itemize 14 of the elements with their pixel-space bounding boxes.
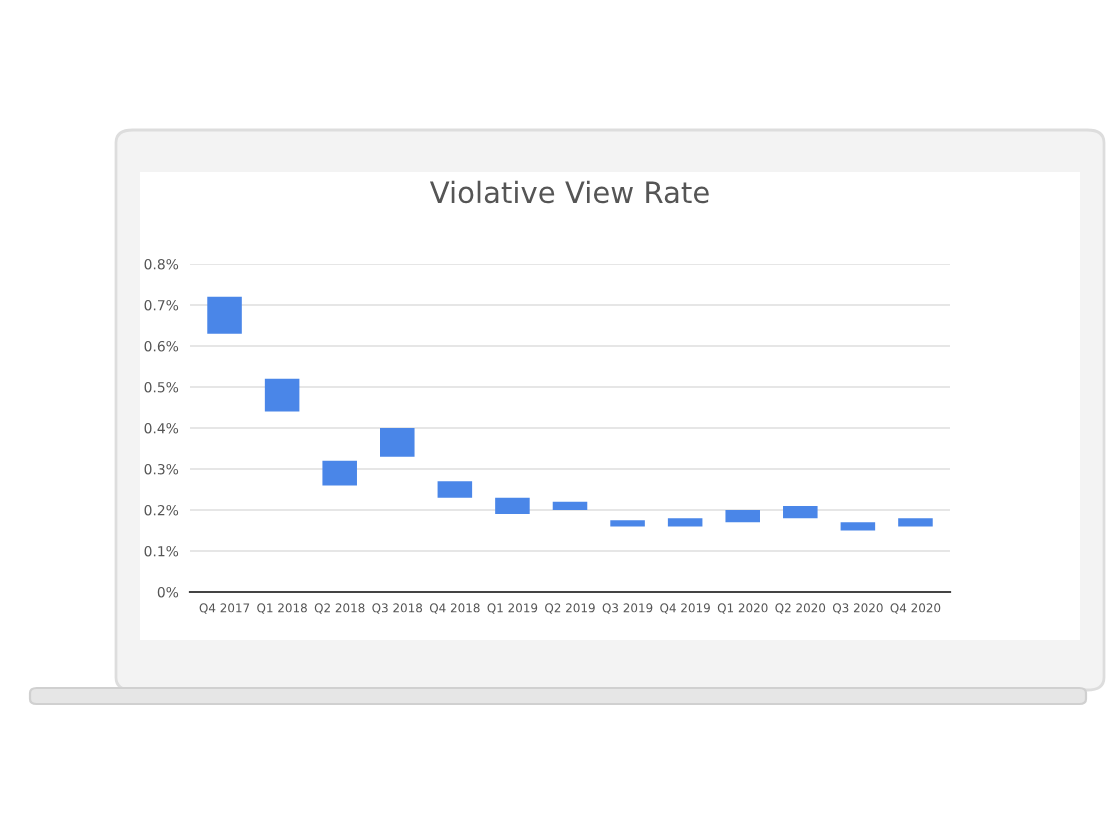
bar xyxy=(667,518,703,527)
bar xyxy=(207,296,242,334)
bar xyxy=(610,520,645,527)
bar xyxy=(725,510,760,523)
bar xyxy=(898,518,933,527)
chart-title: Violative View Rate xyxy=(429,180,709,204)
bar xyxy=(437,481,473,498)
bar xyxy=(552,501,588,510)
bar xyxy=(840,522,876,531)
bar xyxy=(783,505,818,519)
bar xyxy=(380,428,415,457)
bar xyxy=(264,378,300,412)
bar xyxy=(322,460,357,486)
bar xyxy=(495,497,530,515)
